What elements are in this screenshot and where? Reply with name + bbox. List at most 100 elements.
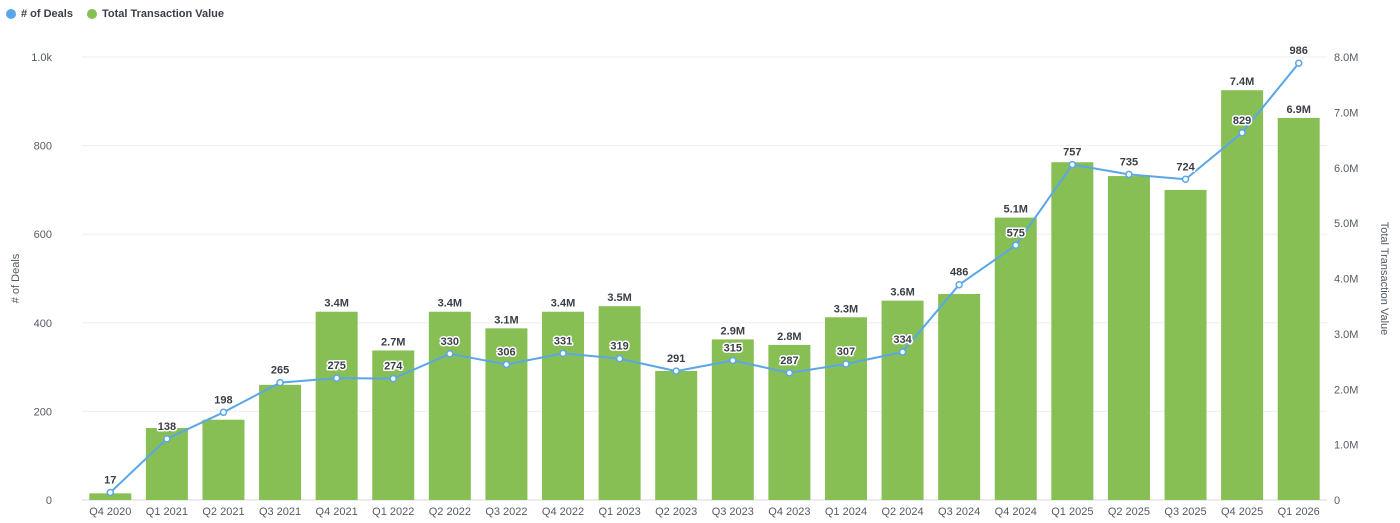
- y2-tick-label: 2.0M: [1334, 384, 1358, 396]
- deals-point: [276, 378, 284, 387]
- deals-point: [559, 349, 567, 358]
- bar: [202, 419, 245, 500]
- y2-axis-title: Total Transaction Value: [1378, 222, 1390, 336]
- x-tick-label: Q2 2021: [202, 506, 244, 518]
- x-tick-label: Q4 2021: [316, 506, 358, 518]
- y-tick-label: 600: [34, 229, 52, 241]
- deals-value-label: 138: [158, 421, 176, 433]
- bar-value-label: 3.4M: [438, 298, 462, 310]
- bar: [428, 311, 471, 500]
- deals-point: [1068, 160, 1077, 169]
- deals-point: [502, 360, 511, 369]
- bar-value-label: 2.7M: [381, 336, 405, 348]
- deals-value-label: 757: [1063, 147, 1081, 159]
- bar: [711, 339, 754, 500]
- deals-point: [842, 360, 850, 368]
- x-tick-label: Q1 2021: [146, 506, 188, 518]
- x-tick-label: Q1 2022: [372, 506, 414, 518]
- legend-item-deals[interactable]: # of Deals: [6, 8, 73, 20]
- deals-value-label: 331: [554, 335, 572, 347]
- y-tick-label: 200: [34, 406, 52, 418]
- x-tick-label: Q2 2023: [655, 506, 697, 518]
- deals-point: [219, 408, 228, 417]
- x-tick-label: Q1 2026: [1278, 506, 1320, 518]
- x-tick-label: Q4 2020: [89, 506, 131, 518]
- x-tick-label: Q4 2024: [995, 506, 1037, 518]
- deals-value-label: 575: [1007, 227, 1025, 239]
- y-tick-label: 0: [46, 495, 52, 507]
- bar: [1277, 117, 1320, 500]
- bar-value-label: 3.1M: [494, 314, 518, 326]
- deals-value-label: 291: [667, 353, 685, 365]
- bar: [994, 217, 1037, 500]
- y-tick-label: 400: [34, 318, 52, 330]
- bar-value-label: 2.9M: [721, 325, 745, 337]
- bar: [485, 328, 528, 500]
- x-tick-label: Q3 2022: [485, 506, 527, 518]
- bar-value-label: 6.9M: [1286, 104, 1310, 116]
- bar: [1051, 162, 1094, 500]
- deals-point: [332, 374, 341, 382]
- y2-tick-label: 3.0M: [1334, 329, 1358, 341]
- bar: [542, 311, 585, 500]
- y2-tick-label: 8.0M: [1334, 52, 1358, 64]
- y-tick-label: 800: [34, 141, 52, 153]
- bar: [938, 294, 981, 500]
- bar: [598, 306, 641, 500]
- x-tick-label: Q4 2023: [768, 506, 810, 518]
- deals-point: [729, 356, 737, 365]
- deals-value-label: 265: [271, 365, 289, 377]
- deals-line: [109, 62, 1300, 494]
- deals-value-label: 330: [441, 336, 459, 348]
- deals-point: [1125, 170, 1133, 179]
- deals-value-label: 319: [610, 341, 628, 353]
- x-tick-label: Q1 2023: [599, 506, 641, 518]
- bar: [89, 493, 132, 500]
- deals-point: [1294, 59, 1303, 67]
- bar: [655, 370, 698, 500]
- deals-point: [1181, 175, 1190, 184]
- deals-point: [446, 350, 454, 358]
- bar-value-label: 3.6M: [890, 287, 914, 299]
- deals-value-label: 334: [893, 334, 912, 346]
- x-tick-label: Q3 2024: [938, 506, 980, 518]
- y-tick-label: 1.0k: [31, 52, 52, 64]
- deals-value-label: 829: [1233, 115, 1251, 127]
- bar: [259, 384, 302, 500]
- bar-value-label: 2.8M: [777, 331, 801, 343]
- deals-point: [672, 367, 680, 375]
- deals-value-label: 287: [780, 355, 798, 367]
- deals-value-label: 486: [950, 267, 968, 279]
- x-tick-label: Q3 2023: [712, 506, 754, 518]
- legend-swatch-deals: [6, 9, 16, 19]
- deals-value-label: 274: [384, 361, 403, 373]
- bar-value-label: 3.5M: [607, 292, 631, 304]
- x-tick-label: Q2 2024: [881, 506, 923, 518]
- deals-value-label: 275: [327, 360, 345, 372]
- deals-point: [106, 488, 115, 497]
- bar: [1221, 90, 1264, 500]
- bar-value-label: 3.4M: [551, 298, 575, 310]
- deals-point: [785, 369, 794, 377]
- bar: [1164, 189, 1207, 500]
- legend-item-value[interactable]: Total Transaction Value: [86, 8, 224, 20]
- x-tick-label: Q3 2021: [259, 506, 301, 518]
- deals-point: [898, 348, 907, 356]
- bar-value-label: 3.3M: [834, 303, 858, 315]
- legend-label-deals: # of Deals: [21, 8, 73, 20]
- bar: [824, 317, 867, 500]
- deals-value-label: 198: [214, 394, 232, 406]
- x-tick-label: Q3 2025: [1164, 506, 1206, 518]
- x-tick-label: Q2 2022: [429, 506, 471, 518]
- bar: [881, 300, 924, 500]
- x-tick-label: Q1 2024: [825, 506, 867, 518]
- deals-value-label: 17: [104, 474, 116, 486]
- y2-tick-label: 1.0M: [1334, 440, 1358, 452]
- y2-tick-label: 6.0M: [1334, 163, 1358, 175]
- deals-point: [955, 280, 963, 289]
- y2-tick-label: 7.0M: [1334, 107, 1358, 119]
- bar: [768, 344, 811, 500]
- y-axis-title: # of Deals: [10, 253, 22, 303]
- deals-value-label: 306: [497, 346, 515, 358]
